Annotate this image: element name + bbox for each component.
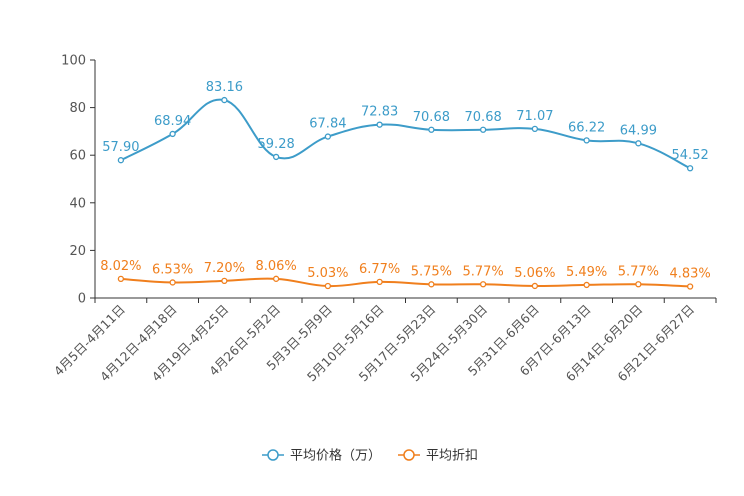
data-label: 57.90: [102, 140, 139, 155]
data-label: 59.28: [258, 137, 295, 152]
legend-item-1[interactable]: 平均价格（万）: [262, 448, 381, 464]
legend-label: 平均折扣: [426, 449, 478, 464]
x-axis: 4月5日-4月11日4月12日-4月18日4月19日-4月25日4月26日-5月…: [51, 297, 717, 384]
data-point[interactable]: [169, 279, 176, 286]
data-point[interactable]: [635, 140, 642, 147]
legend: 平均价格（万） 平均折扣: [262, 448, 478, 464]
data-label: 5.77%: [618, 264, 659, 279]
y-tick-label: 80: [69, 101, 86, 116]
data-label: 5.06%: [514, 266, 555, 281]
data-point[interactable]: [221, 277, 228, 285]
data-label: 68.94: [154, 114, 191, 129]
data-label: 6.77%: [359, 262, 400, 277]
data-point[interactable]: [324, 282, 332, 290]
data-point[interactable]: [428, 126, 435, 133]
data-point[interactable]: [324, 133, 332, 140]
data-point[interactable]: [479, 126, 487, 133]
data-label: 54.52: [672, 148, 709, 163]
data-label: 5.77%: [462, 264, 503, 279]
data-point[interactable]: [531, 125, 539, 133]
data-point[interactable]: [583, 281, 590, 289]
data-point[interactable]: [117, 157, 125, 164]
data-point[interactable]: [583, 137, 590, 144]
data-point[interactable]: [686, 283, 694, 290]
data-point[interactable]: [376, 121, 383, 128]
data-label: 5.03%: [307, 266, 348, 281]
data-point[interactable]: [376, 278, 383, 286]
legend-marker-icon: [267, 449, 279, 461]
legend-item-2[interactable]: 平均折扣: [398, 449, 478, 464]
data-label: 4.83%: [669, 267, 710, 282]
y-tick-label: 0: [78, 292, 86, 307]
y-tick-label: 60: [69, 149, 86, 164]
y-axis: 0 20 40 60 80 100: [61, 54, 96, 307]
data-point[interactable]: [686, 165, 694, 172]
data-point[interactable]: [169, 130, 176, 138]
data-point[interactable]: [479, 281, 487, 288]
data-label: 72.83: [361, 105, 398, 120]
data-point[interactable]: [117, 275, 125, 283]
series-2: 8.02% 6.53% 7.20% 8.06% 5.03% 6.77% 5.75% 5.77%…: [100, 259, 711, 290]
y-tick-label: 40: [69, 196, 86, 211]
data-point[interactable]: [272, 153, 280, 161]
data-label: 5.75%: [411, 264, 452, 279]
series-1: 57.90 68.94 83.16 59.28 67.84 72.83 70.68 70.68…: [102, 80, 709, 172]
data-point[interactable]: [428, 281, 435, 288]
data-label: 5.49%: [566, 265, 607, 280]
data-label: 8.02%: [100, 259, 141, 274]
data-point[interactable]: [221, 96, 228, 104]
data-label: 8.06%: [255, 259, 296, 274]
data-label: 71.07: [516, 109, 553, 124]
data-label: 6.53%: [152, 262, 193, 277]
data-point[interactable]: [531, 282, 539, 290]
data-label: 83.16: [206, 80, 243, 95]
data-label: 70.68: [465, 110, 502, 125]
data-label: 7.20%: [204, 261, 245, 276]
data-point[interactable]: [272, 275, 280, 282]
data-label: 66.22: [568, 120, 605, 135]
legend-label: 平均价格（万）: [290, 448, 381, 464]
data-label: 67.84: [309, 117, 346, 132]
series-line: [120, 277, 691, 288]
data-label: 70.68: [413, 110, 450, 125]
legend-marker-icon: [403, 449, 415, 461]
data-label: 64.99: [620, 123, 657, 138]
y-tick-label: 20: [69, 244, 86, 259]
series-group: 57.90 68.94 83.16 59.28 67.84 72.83 70.68 70.68…: [100, 80, 711, 290]
y-tick-label: 100: [61, 54, 86, 69]
data-point[interactable]: [635, 281, 642, 288]
